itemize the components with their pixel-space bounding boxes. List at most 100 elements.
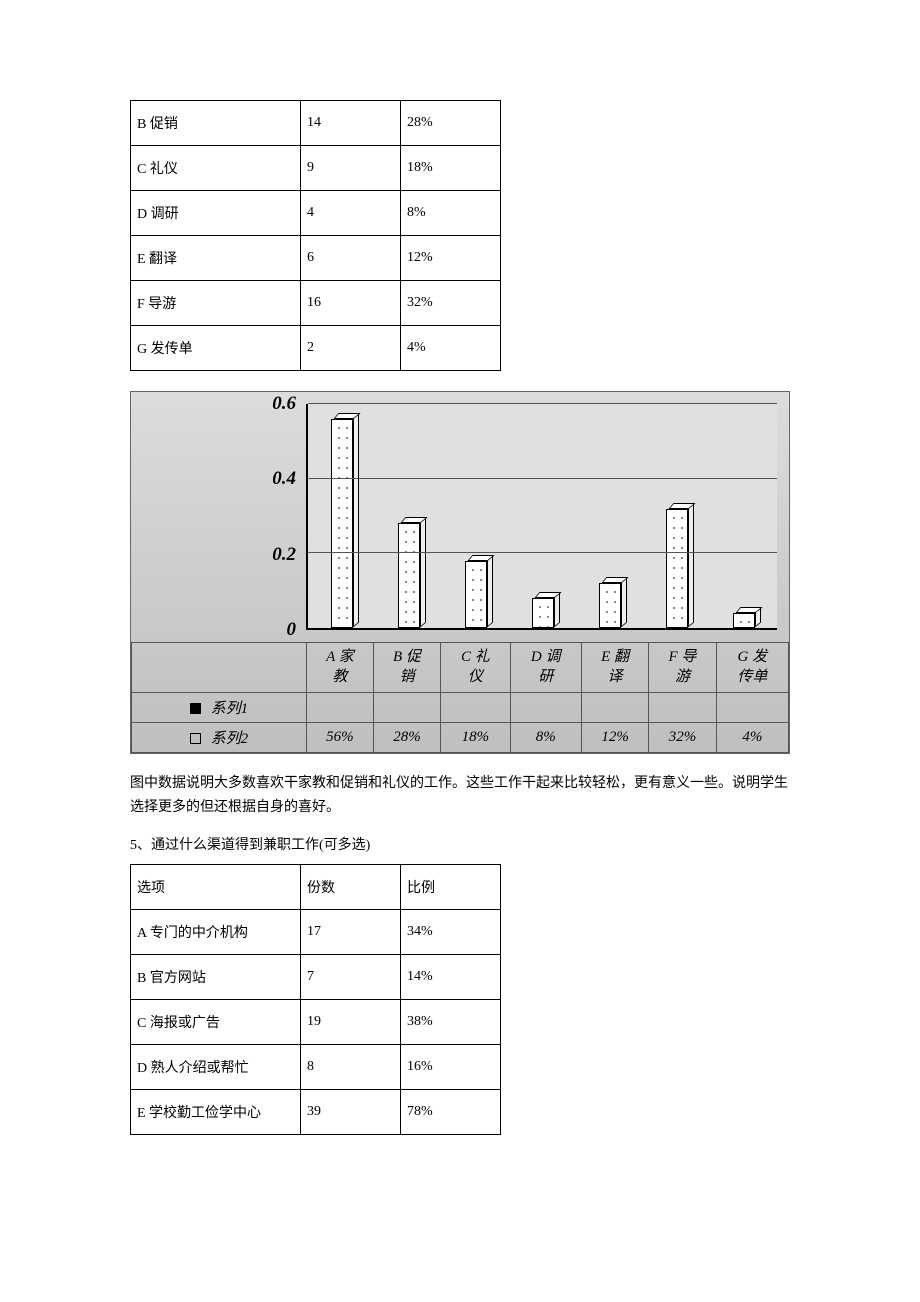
channel-table: 选项 份数 比例 A 专门的中介机构1734%B 官方网站714%C 海报或广告… bbox=[130, 864, 501, 1135]
chart-y-axis: 0.60.40.20 bbox=[131, 392, 306, 642]
legend-swatch-hollow-icon bbox=[190, 733, 201, 744]
chart-category-label: E 翻译 bbox=[581, 643, 648, 693]
table-header-row: 选项 份数 比例 bbox=[131, 864, 501, 909]
series2-cell: 12% bbox=[581, 723, 648, 753]
cell-label: G 发传单 bbox=[131, 326, 301, 371]
table-row: A 专门的中介机构1734% bbox=[131, 909, 501, 954]
table-row: E 学校勤工俭学中心3978% bbox=[131, 1089, 501, 1134]
cell-count: 9 bbox=[301, 146, 401, 191]
series1-cell bbox=[373, 693, 440, 723]
bar-slot bbox=[509, 404, 576, 628]
table-row: E 翻译612% bbox=[131, 236, 501, 281]
cell-pct: 8% bbox=[401, 191, 501, 236]
bar-slot bbox=[375, 404, 442, 628]
series2-cell: 8% bbox=[510, 723, 581, 753]
chart-data-table: A 家教B 促销C 礼仪D 调研E 翻译F 导游G 发传单 系列1 系列2 56… bbox=[131, 642, 789, 753]
table-row: D 调研48% bbox=[131, 191, 501, 236]
legend-series1: 系列1 bbox=[132, 693, 307, 723]
cell-pct: 4% bbox=[401, 326, 501, 371]
series2-cell: 56% bbox=[307, 723, 374, 753]
cell-pct: 28% bbox=[401, 101, 501, 146]
cell-pct: 16% bbox=[401, 1044, 501, 1089]
chart-bar bbox=[532, 598, 554, 628]
series1-cell bbox=[510, 693, 581, 723]
bar-slot bbox=[643, 404, 710, 628]
job-type-table: B 促销1428%C 礼仪918%D 调研48%E 翻译612%F 导游1632… bbox=[130, 100, 501, 371]
question-5-title: 5、通过什么渠道得到兼职工作(可多选) bbox=[130, 834, 790, 854]
y-tick-label: 0 bbox=[287, 619, 297, 641]
cell-label: A 专门的中介机构 bbox=[131, 909, 301, 954]
cell-count: 7 bbox=[301, 954, 401, 999]
chart-bar bbox=[398, 523, 420, 628]
cell-pct: 38% bbox=[401, 999, 501, 1044]
chart-category-label: A 家教 bbox=[307, 643, 374, 693]
cell-count: 14 bbox=[301, 101, 401, 146]
analysis-paragraph: 图中数据说明大多数喜欢干家教和促销和礼仪的工作。这些工作干起来比较轻松，更有意义… bbox=[130, 772, 790, 820]
header-pct: 比例 bbox=[401, 864, 501, 909]
table-row: B 官方网站714% bbox=[131, 954, 501, 999]
series2-cell: 18% bbox=[441, 723, 510, 753]
cell-count: 17 bbox=[301, 909, 401, 954]
cell-pct: 14% bbox=[401, 954, 501, 999]
cell-count: 2 bbox=[301, 326, 401, 371]
table-row: D 熟人介绍或帮忙816% bbox=[131, 1044, 501, 1089]
table-row: C 海报或广告1938% bbox=[131, 999, 501, 1044]
cell-label: D 熟人介绍或帮忙 bbox=[131, 1044, 301, 1089]
chart-gridline bbox=[308, 403, 777, 404]
bar-slot bbox=[442, 404, 509, 628]
bar-slot bbox=[308, 404, 375, 628]
chart-category-label: G 发传单 bbox=[716, 643, 788, 693]
chart-table-blank bbox=[132, 643, 307, 693]
y-tick-label: 0.2 bbox=[272, 544, 296, 566]
chart-plot-area bbox=[306, 404, 777, 630]
bar-slot bbox=[710, 404, 777, 628]
header-count: 份数 bbox=[301, 864, 401, 909]
series2-cell: 4% bbox=[716, 723, 788, 753]
cell-pct: 12% bbox=[401, 236, 501, 281]
cell-count: 4 bbox=[301, 191, 401, 236]
series1-cell bbox=[441, 693, 510, 723]
cell-label: D 调研 bbox=[131, 191, 301, 236]
chart-gridline bbox=[308, 478, 777, 479]
header-option: 选项 bbox=[131, 864, 301, 909]
cell-label: C 海报或广告 bbox=[131, 999, 301, 1044]
cell-count: 19 bbox=[301, 999, 401, 1044]
table-row: F 导游1632% bbox=[131, 281, 501, 326]
cell-pct: 18% bbox=[401, 146, 501, 191]
cell-label: B 促销 bbox=[131, 101, 301, 146]
cell-label: E 翻译 bbox=[131, 236, 301, 281]
table-row: B 促销1428% bbox=[131, 101, 501, 146]
cell-pct: 78% bbox=[401, 1089, 501, 1134]
cell-count: 16 bbox=[301, 281, 401, 326]
chart-bar bbox=[465, 561, 487, 628]
table-row: G 发传单24% bbox=[131, 326, 501, 371]
chart-bar bbox=[331, 419, 353, 628]
series2-cell: 28% bbox=[373, 723, 440, 753]
series1-cell bbox=[581, 693, 648, 723]
cell-label: F 导游 bbox=[131, 281, 301, 326]
cell-count: 39 bbox=[301, 1089, 401, 1134]
chart-category-label: B 促销 bbox=[373, 643, 440, 693]
cell-pct: 34% bbox=[401, 909, 501, 954]
legend-series2-label: 系列2 bbox=[211, 731, 249, 747]
series1-cell bbox=[716, 693, 788, 723]
bar-slot bbox=[576, 404, 643, 628]
series1-cell bbox=[307, 693, 374, 723]
cell-label: C 礼仪 bbox=[131, 146, 301, 191]
legend-series2: 系列2 bbox=[132, 723, 307, 753]
job-type-chart: 0.60.40.20 A 家教B 促销C 礼仪D 调研E 翻译F 导游G 发传单… bbox=[130, 391, 790, 754]
cell-label: B 官方网站 bbox=[131, 954, 301, 999]
chart-gridline bbox=[308, 552, 777, 553]
cell-label: E 学校勤工俭学中心 bbox=[131, 1089, 301, 1134]
legend-series1-label: 系列1 bbox=[211, 701, 249, 717]
chart-bar bbox=[599, 583, 621, 628]
chart-category-label: D 调研 bbox=[510, 643, 581, 693]
cell-count: 8 bbox=[301, 1044, 401, 1089]
cell-pct: 32% bbox=[401, 281, 501, 326]
series1-cell bbox=[649, 693, 716, 723]
chart-bar bbox=[666, 509, 688, 628]
chart-category-label: F 导游 bbox=[649, 643, 716, 693]
y-tick-label: 0.6 bbox=[272, 393, 296, 415]
cell-count: 6 bbox=[301, 236, 401, 281]
series2-cell: 32% bbox=[649, 723, 716, 753]
